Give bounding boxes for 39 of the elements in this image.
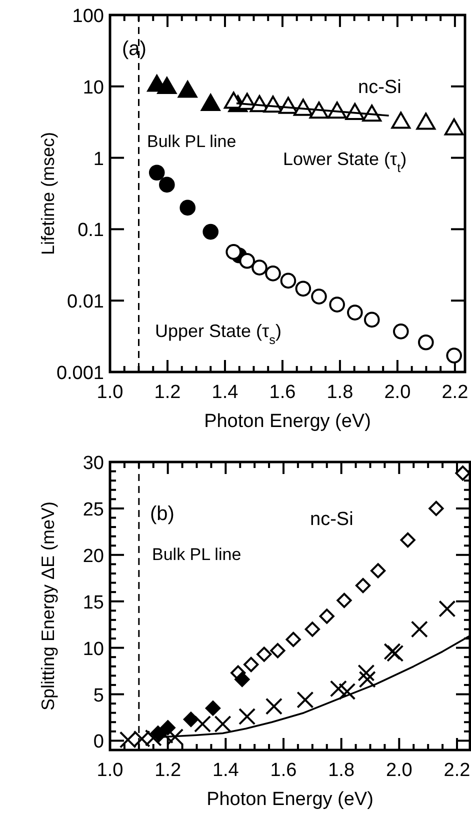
x-tick-label: 1.8 — [328, 760, 355, 781]
x-axis-title: Photon Energy (eV) — [206, 789, 374, 810]
annotation: (b) — [150, 503, 174, 525]
x-tick-label: 1.0 — [96, 760, 124, 781]
y-tick-label: 15 — [82, 592, 104, 614]
y-tick-label: 1 — [93, 148, 104, 170]
y-tick-label: 20 — [82, 546, 104, 567]
y-tick-label: 5 — [93, 685, 104, 706]
x-tick-label: 2.0 — [386, 760, 412, 781]
x-tick-label: 2.2 — [444, 760, 470, 781]
x-tick-label: 1.6 — [269, 382, 296, 403]
x-tick-label: 1.6 — [270, 760, 297, 781]
y-tick-label: 25 — [82, 499, 104, 520]
x-tick-label: 2.2 — [442, 382, 468, 403]
ref-line-label: Bulk PL line — [147, 132, 236, 151]
x-tick-label: 1.4 — [212, 760, 240, 781]
x-tick-label: 1.0 — [96, 382, 124, 403]
x-tick-label: 1.8 — [326, 382, 354, 403]
annotation: nc-Si — [358, 77, 402, 98]
y-axis-title: Splitting Energy ΔE (meV) — [38, 501, 58, 711]
y-tick-label: 0 — [93, 732, 104, 753]
y-tick-label: 10 — [82, 77, 104, 98]
y-tick-label: 100 — [72, 6, 104, 27]
y-axis-title: Lifetime (msec) — [38, 132, 58, 256]
y-tick-label: 0.001 — [56, 363, 104, 384]
annotation: (a) — [122, 38, 146, 60]
annotation: Upper State (τ$_{s}$) — [155, 321, 282, 347]
ref-line-label: Bulk PL line — [152, 545, 242, 564]
annotation: nc-Si — [310, 509, 354, 530]
y-tick-label: 30 — [82, 453, 104, 474]
x-tick-label: 1.2 — [154, 382, 181, 403]
x-axis-title: Photon Energy (eV) — [204, 411, 371, 432]
y-tick-label: 0.01 — [67, 292, 104, 313]
y-tick-label: 10 — [82, 638, 104, 660]
y-tick-label: 0.1 — [78, 220, 104, 242]
x-tick-label: 2.0 — [384, 382, 411, 403]
x-tick-label: 1.4 — [212, 382, 239, 403]
x-tick-label: 1.2 — [154, 760, 182, 781]
annotation: Lower State (τ$_{t}$) — [283, 149, 407, 175]
